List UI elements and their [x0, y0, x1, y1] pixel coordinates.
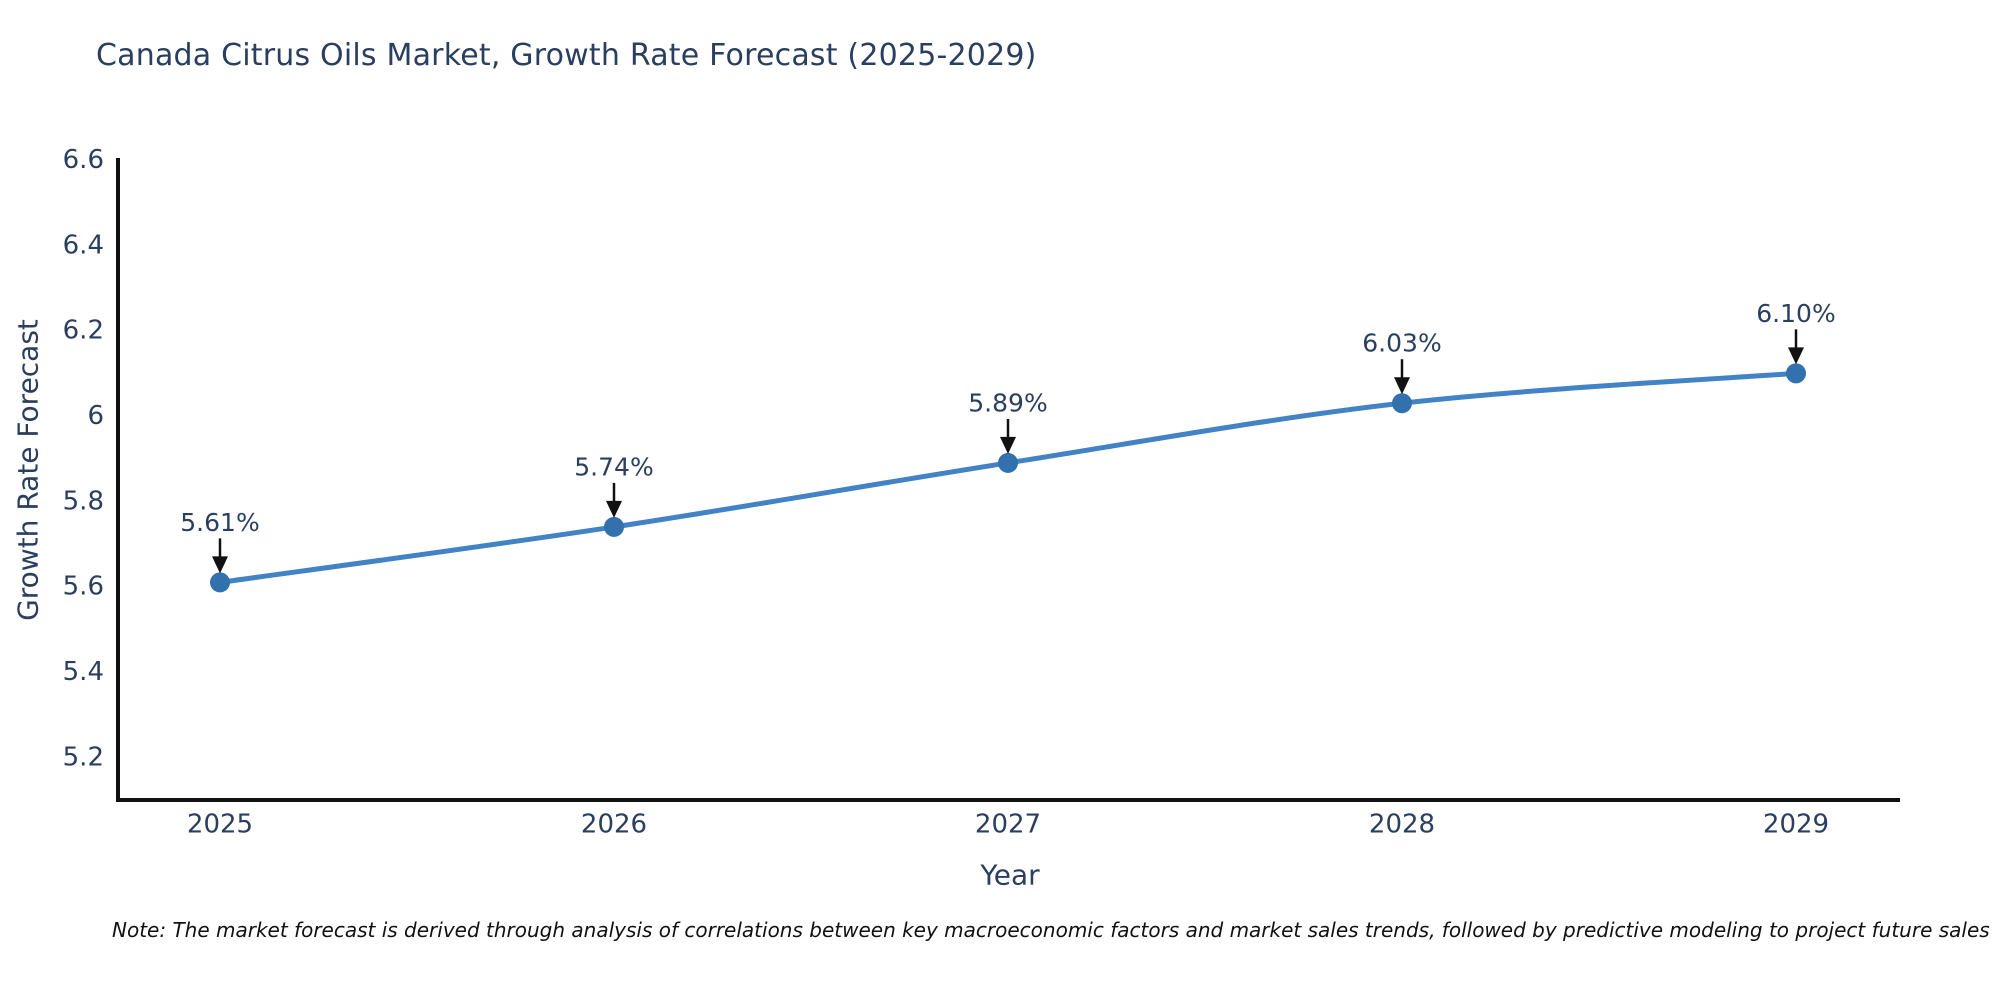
x-axis-tick-label: 2027: [975, 809, 1041, 839]
data-point-marker: [998, 452, 1018, 473]
annotation-arrow-head: [1394, 377, 1410, 395]
y-axis-tick-label: 6.2: [63, 316, 104, 346]
y-axis-tick-label: 5.4: [63, 657, 104, 687]
data-point-marker: [210, 572, 230, 593]
y-axis-tick-label: 5.8: [63, 486, 104, 516]
point-annotation-label: 5.74%: [574, 452, 653, 481]
y-axis-tick-label: 6: [87, 401, 104, 431]
annotation-arrow-head: [1000, 436, 1016, 454]
y-axis-tick-label: 6.6: [63, 145, 104, 175]
x-axis-tick-label: 2029: [1763, 809, 1829, 839]
annotation-arrow-head: [1788, 347, 1804, 365]
annotation-arrow-head: [212, 556, 228, 574]
data-point-marker: [1786, 363, 1806, 384]
point-annotation-label: 6.03%: [1362, 329, 1441, 358]
y-axis-tick-label: 5.2: [63, 742, 104, 772]
point-annotation-label: 5.61%: [180, 508, 259, 537]
axis-lines: [116, 158, 1900, 802]
point-annotation-label: 6.10%: [1756, 299, 1835, 328]
annotation-arrow-head: [606, 500, 622, 518]
point-annotation-label: 5.89%: [968, 388, 1047, 417]
y-axis-tick-label: 6.4: [63, 230, 104, 260]
x-axis-tick-label: 2028: [1369, 809, 1435, 839]
data-point-marker: [1392, 393, 1412, 414]
x-axis-tick-label: 2025: [187, 809, 253, 839]
x-axis-tick-label: 2026: [581, 809, 647, 839]
x-axis-title: Year: [980, 858, 1040, 892]
data-point-marker: [604, 516, 624, 537]
y-axis-tick-label: 5.6: [63, 572, 104, 602]
footnote-text: Note: The market forecast is derived thr…: [112, 918, 1990, 942]
chart-title: Canada Citrus Oils Market, Growth Rate F…: [96, 38, 1037, 73]
